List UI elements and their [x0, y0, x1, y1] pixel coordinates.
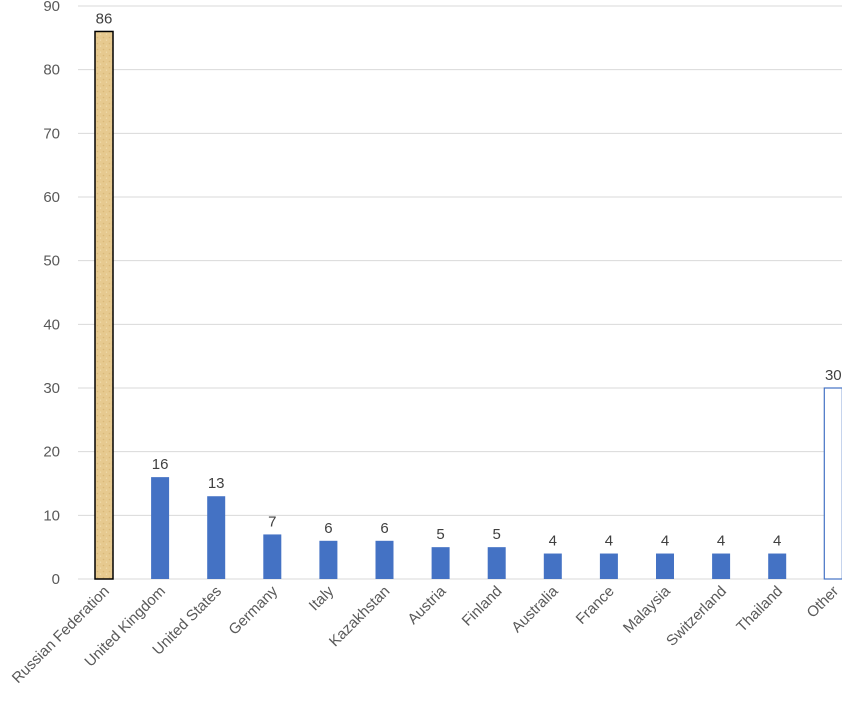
bar [487, 547, 506, 579]
data-label: 86 [96, 10, 113, 27]
bar [431, 547, 450, 579]
x-tick-label: Italy [306, 582, 338, 614]
data-label: 4 [661, 533, 669, 550]
y-tick-label: 0 [52, 571, 60, 588]
bars [94, 30, 842, 580]
x-tick-label: Australia [508, 582, 562, 636]
data-label: 6 [380, 520, 388, 537]
y-tick-label: 30 [43, 380, 60, 397]
bar [712, 553, 731, 579]
data-label: 6 [324, 520, 332, 537]
bar [263, 534, 282, 579]
bar [151, 477, 170, 579]
data-label: 16 [152, 456, 169, 473]
y-tick-label: 20 [43, 444, 60, 461]
y-tick-label: 40 [43, 316, 60, 333]
data-label: 13 [208, 475, 225, 492]
bar [94, 30, 114, 580]
bar [768, 553, 787, 579]
bar [375, 540, 394, 579]
bar [823, 387, 842, 580]
x-tick-label: France [573, 583, 618, 628]
data-label: 4 [549, 533, 557, 550]
y-tick-label: 90 [43, 0, 60, 15]
data-label: 4 [773, 533, 781, 550]
x-tick-label: Austria [404, 582, 449, 627]
y-tick-label: 50 [43, 253, 60, 270]
x-tick-label: Thailand [733, 583, 786, 636]
y-tick-label: 10 [43, 507, 60, 524]
x-tick-label: Other [804, 583, 842, 622]
data-label: 5 [493, 526, 501, 543]
bar [319, 540, 338, 579]
bar [543, 553, 562, 579]
x-tick-label: Germany [225, 582, 281, 638]
data-label: 5 [436, 526, 444, 543]
gridlines [78, 5, 842, 516]
y-tick-label: 60 [43, 189, 60, 206]
data-label: 4 [717, 533, 725, 550]
x-tick-label: Malaysia [620, 582, 674, 636]
y-axis: 0 10 20 30 40 50 60 70 80 90 [43, 0, 842, 588]
y-tick-label: 70 [43, 125, 60, 142]
x-tick-label: Switzerland [663, 583, 730, 650]
data-labels: 86 16 13 7 6 6 5 5 4 4 4 4 4 30 [96, 10, 842, 549]
x-tick-label: Russian Federation [9, 583, 113, 687]
data-label: 30 [825, 367, 842, 384]
bar [656, 553, 674, 579]
bar [207, 496, 226, 579]
x-tick-label: Finland [459, 583, 506, 630]
data-label: 4 [605, 533, 613, 550]
y-tick-label: 80 [43, 62, 60, 79]
x-tick-label: Kazakhstan [326, 583, 393, 650]
data-label: 7 [268, 513, 276, 530]
bar [599, 553, 618, 579]
